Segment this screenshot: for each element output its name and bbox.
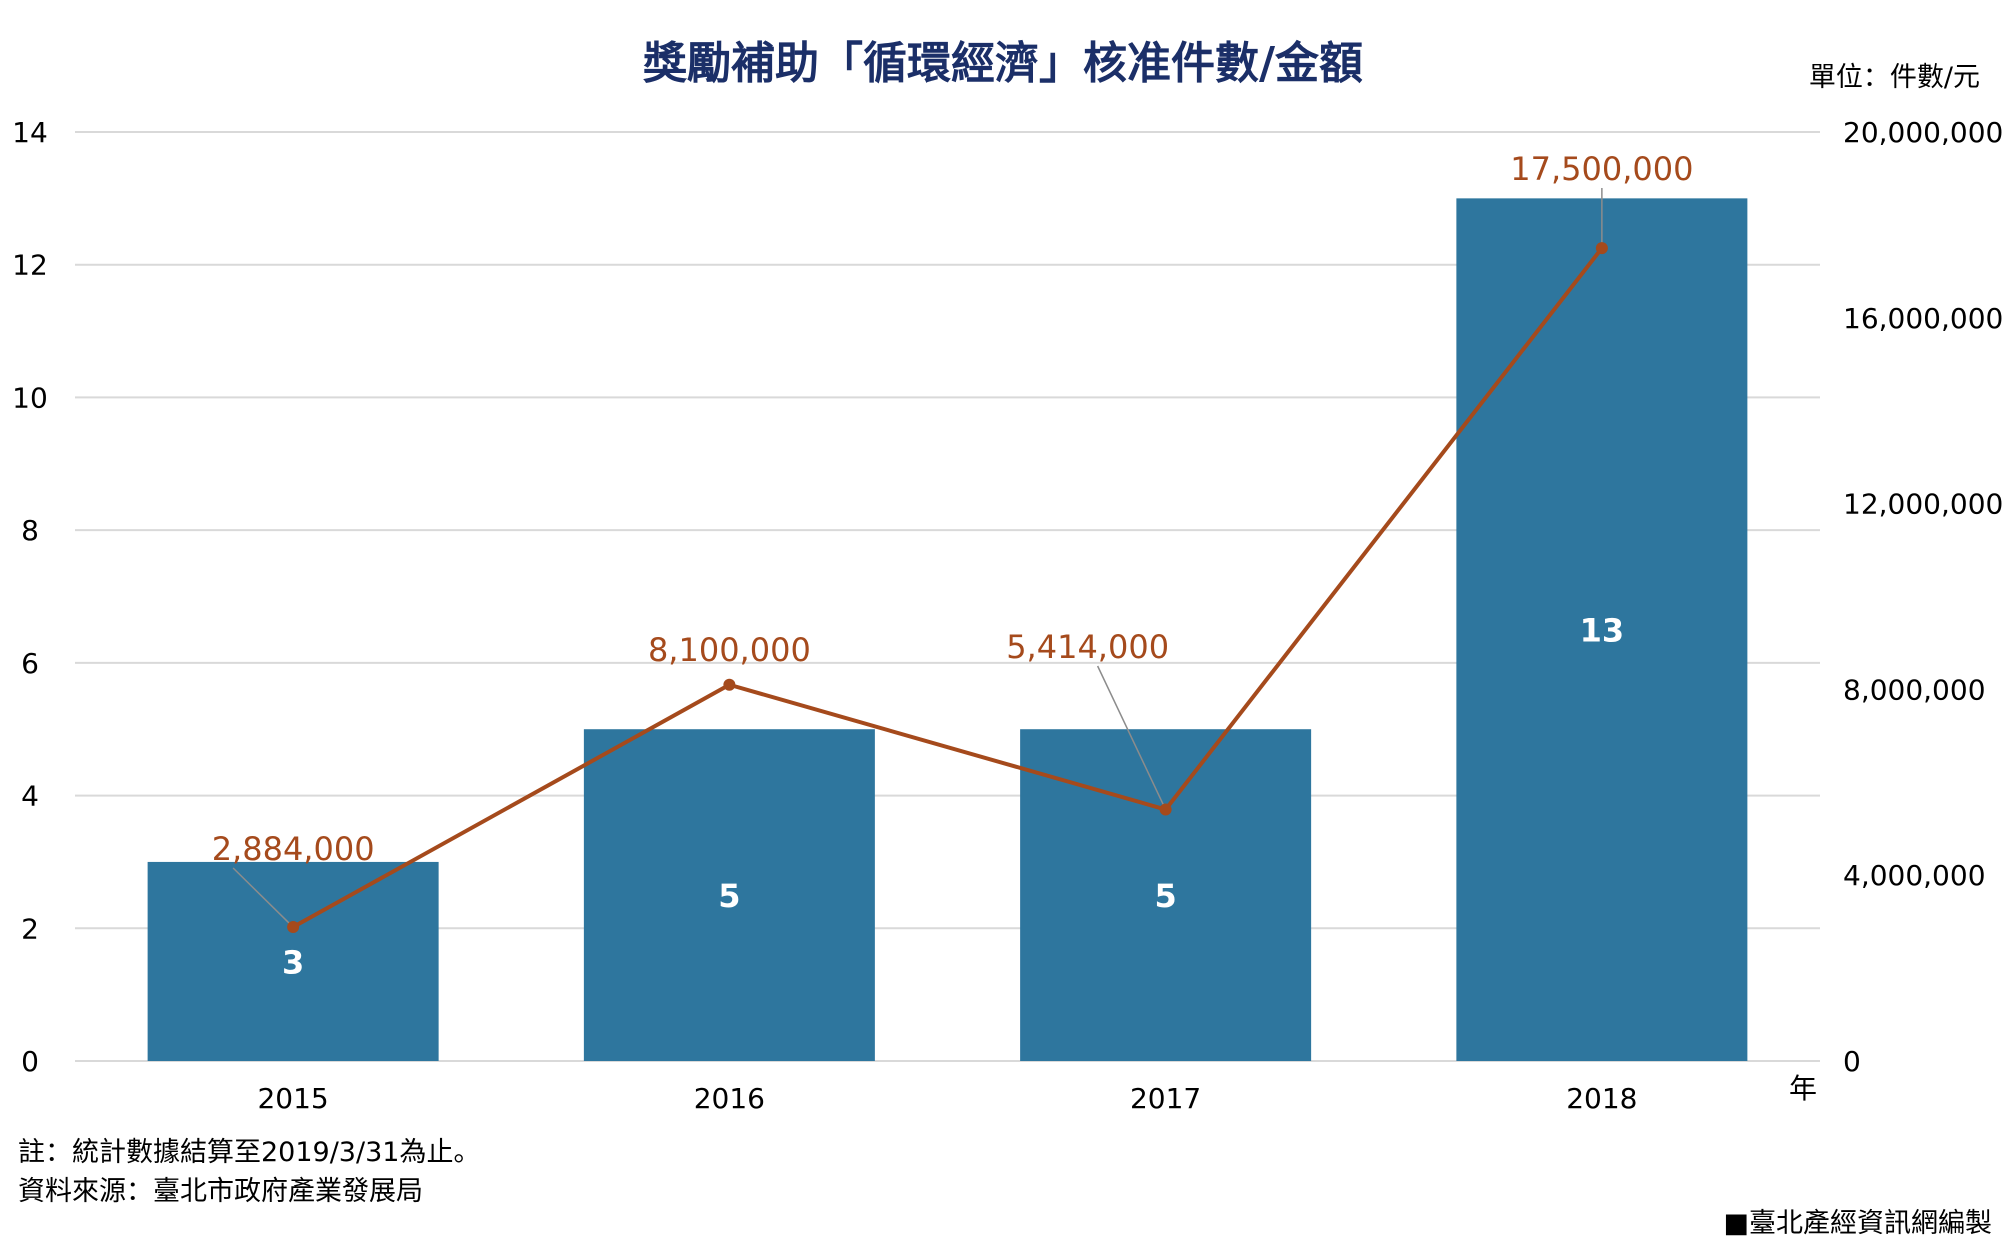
amount-point — [723, 678, 736, 691]
bar — [1020, 729, 1312, 1061]
amount-value-label: 8,100,000 — [648, 631, 811, 669]
bar-value-label: 3 — [282, 943, 304, 981]
amount-point — [287, 921, 300, 934]
x-tick-label: 2015 — [257, 1082, 328, 1115]
source-note: 資料來源：臺北市政府產業發展局 — [18, 1176, 423, 1207]
y-left-tick-label: 12 — [12, 249, 48, 282]
amount-point — [1595, 242, 1608, 255]
unit-label: 單位：件數/元 — [1809, 62, 1980, 93]
amount-value-label: 2,884,000 — [212, 830, 375, 868]
x-tick-label: 2016 — [694, 1082, 765, 1115]
leader-line — [1096, 665, 1167, 810]
x-axis-label: 年 — [1789, 1072, 1817, 1105]
chart-text: 0 2 4 6 8 10 12 14 0 4,000,000 8,000,000 12,000,000… — [12, 116, 2003, 1115]
y-right-tick-label: 8,000,000 — [1843, 673, 1986, 706]
leader-line — [232, 867, 294, 928]
x-tick-label: 2018 — [1566, 1082, 1637, 1115]
bar — [583, 729, 875, 1061]
chart-title: 獎勵補助「循環經濟」核准件數/金額 — [643, 38, 1363, 89]
y-right-tick-label: 20,000,000 — [1843, 116, 2003, 149]
y-left-tick-label: 0 — [21, 1045, 39, 1078]
y-right-tick-label: 4,000,000 — [1843, 859, 1986, 892]
bars — [147, 198, 1748, 1061]
y-right-tick-label: 16,000,000 — [1843, 302, 2003, 335]
y-left-tick-label: 4 — [21, 780, 39, 813]
footnote: 註：統計數據結算至2019/3/31為止。 — [18, 1137, 480, 1168]
bar-value-label: 5 — [718, 877, 740, 915]
x-tick-label: 2017 — [1130, 1082, 1201, 1115]
bar-value-label: 5 — [1154, 877, 1176, 915]
y-left-tick-label: 10 — [12, 381, 48, 414]
bar — [1456, 198, 1748, 1061]
y-left-tick-label: 6 — [21, 647, 39, 680]
amount-line-path — [292, 246, 1604, 929]
amount-point — [1159, 803, 1172, 816]
bar — [147, 861, 439, 1061]
credit-note: ■臺北產經資訊網編製 — [1723, 1208, 1992, 1239]
y-left-tick-label: 8 — [21, 514, 39, 547]
y-left-tick-label: 2 — [21, 912, 39, 945]
amount-value-label: 5,414,000 — [1006, 628, 1169, 666]
y-right-tick-label: 0 — [1843, 1045, 1861, 1078]
amount-line — [232, 188, 1608, 934]
amount-value-label: 17,500,000 — [1510, 150, 1693, 188]
y-right-tick-label: 12,000,000 — [1843, 488, 2003, 521]
y-left-tick-label: 14 — [12, 116, 48, 149]
bar-value-label: 13 — [1580, 612, 1625, 650]
